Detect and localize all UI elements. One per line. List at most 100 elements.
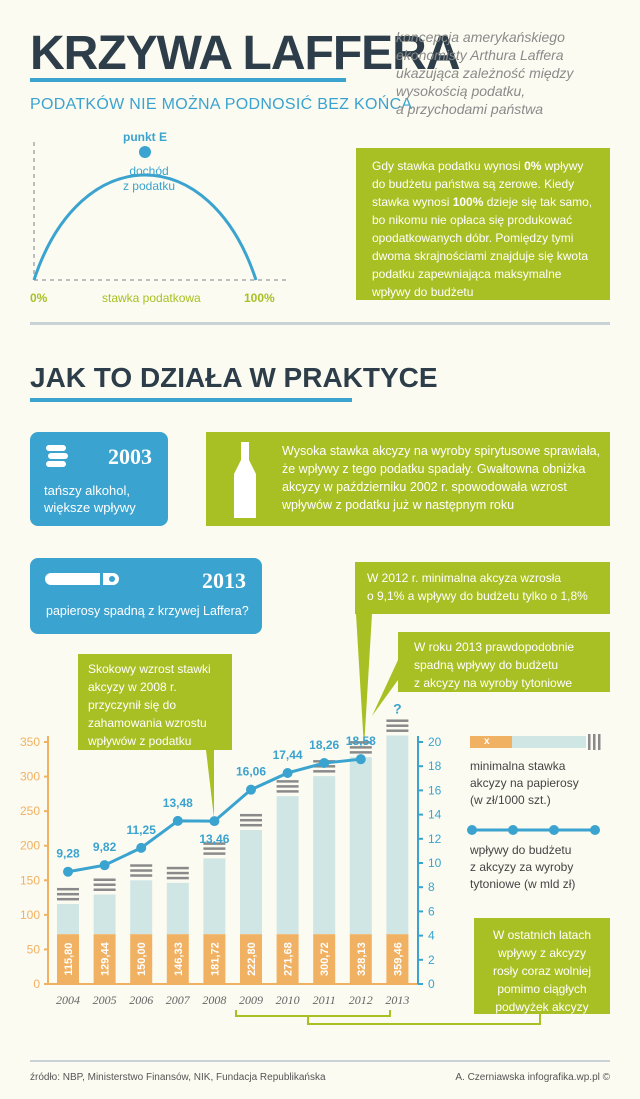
revenue-value-label: 9,28: [56, 847, 80, 861]
bar-upper: [130, 880, 153, 935]
bar-stripe: [386, 719, 409, 722]
x-tick-label: 2005: [93, 993, 117, 1007]
cigarettes-year: 2013: [202, 568, 246, 593]
bar-base: [130, 934, 153, 984]
bar-stripe: [57, 897, 79, 901]
explanation-line: Gdy stawka podatku wynosi 0% wpływy: [372, 159, 584, 173]
bar-stripe: [276, 790, 299, 793]
bar-value-label: 146,33: [173, 942, 185, 976]
chart-labels: 115,80 2004 129,44 2005 150,00 2006 146,33 2007…: [56, 700, 409, 1007]
revenue-value-label: 11,25: [127, 823, 157, 837]
bar-stripe: [130, 869, 153, 872]
left-tick-label: 150: [20, 873, 40, 887]
cigarettes-year-box: 2013 papierosy spadną z krzywej Laffera?: [30, 558, 262, 634]
bar-upper: [57, 903, 79, 935]
footer-divider: [30, 1060, 610, 1062]
point-e-desc-line: dochód: [129, 164, 169, 178]
revenue-point: [209, 816, 220, 827]
revenue-value-label: 17,44: [273, 748, 303, 762]
callout-2013-line: spadną wpływy do budżetu: [414, 658, 559, 672]
bar-upper: [276, 796, 299, 935]
section-title-underline: [30, 398, 352, 402]
revenue-point: [282, 767, 293, 778]
recent-bracket: [235, 1010, 391, 1017]
callout-2008-line: Skokowy wzrost stawki: [88, 662, 211, 676]
bar-value-label: 328,13: [356, 942, 368, 976]
legend-bar-label-line: minimalna stawka: [470, 759, 566, 773]
coins-icon: [46, 445, 68, 467]
legend-bar-fill: [512, 736, 586, 748]
intro-line: a przychodami państwa: [396, 101, 544, 117]
callout-2012-pointer: [356, 614, 372, 748]
revenue-value-label: 16,06: [236, 765, 266, 779]
right-tick-label: 18: [428, 759, 442, 773]
callout-connectors: [206, 614, 541, 1025]
alcohol-explanation-text: Wysoka stawka akcyzy na wyroby spirytuso…: [282, 442, 600, 514]
callout-recent-line: W ostatnich latach: [492, 928, 592, 942]
right-tick-label: 2: [428, 953, 435, 967]
intro-line: ukazująca zależność między: [396, 65, 574, 81]
callout-2012-line: o 9,1% a wpływy do budżetu tylko o 1,8%: [367, 589, 588, 603]
bar-base: [276, 934, 299, 984]
bar-stripe: [203, 852, 226, 855]
alcohol-explanation-box: Wysoka stawka akcyzy na wyroby spirytuso…: [206, 432, 610, 526]
chart-axes: 0 50 100 150 200 250 300 350 0 2 4 6 8 10 12 14 16 18 20: [20, 735, 442, 991]
callout-2008-line: akcyzy w 2008 r.: [88, 680, 177, 694]
x-tick-label: 2011: [313, 993, 336, 1007]
bar-stripe: [130, 874, 153, 877]
callout-recent-line: wpływy z akcyzy: [497, 946, 586, 960]
legend-bar-label-line: (w zł/1000 szt.): [470, 793, 551, 807]
bar-stripe: [93, 878, 116, 882]
revenue-point: [63, 866, 73, 877]
revenue-point: [246, 784, 256, 795]
bar-upper: [93, 894, 116, 935]
revenue-value-label: 18,58: [346, 734, 376, 748]
alcohol-year-box: 2003 tańszy alkohol, większe wpływy: [30, 432, 168, 526]
bar-base: [313, 934, 336, 984]
callout-2012: W 2012 r. minimalna akcyza wzrosła o 9,1…: [355, 562, 610, 614]
explanation-line: wpływy do budżetu: [372, 285, 474, 299]
right-tick-label: 16: [428, 783, 442, 797]
revenue-value-label: 18,26: [309, 738, 339, 752]
chart-line: [63, 754, 366, 877]
alcohol-text-line: Wysoka stawka akcyzy na wyroby spirytuso…: [282, 444, 601, 458]
page-title: KRZYWA LAFFERA: [30, 27, 461, 80]
recent-connector: [307, 1014, 541, 1025]
left-tick-label: 350: [20, 735, 40, 749]
alcohol-text-line: wpływów z podatku już w następnym roku: [282, 498, 515, 512]
callout-recent-line: rosły coraz wolniej: [492, 964, 592, 978]
explanation-line: do budżetu państwa są zerowe. Kiedy: [372, 177, 575, 191]
bar-stripe: [313, 770, 336, 773]
bar-stripe: [240, 818, 262, 822]
revenue-value-label: 9,82: [93, 840, 117, 854]
x-tick-label: 2012: [349, 993, 373, 1007]
laffer-x-end: 100%: [244, 291, 275, 305]
explanation-line: bo nikomu nie opłaca się produkować: [372, 213, 573, 227]
point-e-desc-line: z podatku: [122, 179, 176, 193]
revenue-value-label: 13,46: [199, 832, 229, 846]
bar-upper: [349, 757, 372, 935]
laffer-explanation-box: Gdy stawka podatku wynosi 0% wpływy do b…: [356, 148, 610, 300]
point-e-description: dochód z podatku: [104, 164, 194, 194]
page-subtitle: PODATKÓW NIE MOŻNA PODNOSIĆ BEZ KOŃCA: [30, 96, 413, 113]
bar-value-label: 129,44: [100, 941, 112, 976]
bar-stripe: [166, 876, 189, 880]
right-tick-label: 20: [428, 735, 442, 749]
callout-2008-line: przyczynił się do: [88, 698, 177, 712]
callout-2013-line: W roku 2013 prawdopodobnie: [414, 640, 575, 654]
bar-base: [240, 934, 262, 984]
x-tick-label: 2006: [129, 993, 153, 1007]
intro-text: koncepcja amerykańskiego ekonomisty Arth…: [396, 28, 616, 118]
callout-2008-line: zahamowania wzrostu: [88, 716, 207, 730]
chart-bars: [57, 719, 409, 984]
bar-stripe: [203, 847, 226, 850]
bar-value-label: 222,80: [246, 942, 258, 976]
legend-line-label-line: wpływy do budżetu: [470, 843, 572, 857]
bottle-icon: [234, 442, 256, 518]
bar-stripe: [166, 871, 189, 875]
bar-upper: [313, 776, 336, 935]
bar-base: [349, 934, 372, 984]
point-e-label: punkt E: [123, 130, 167, 144]
callout-2012-line: W 2012 r. minimalna akcyza wzrosła: [367, 571, 562, 585]
bar-base: [203, 934, 226, 984]
